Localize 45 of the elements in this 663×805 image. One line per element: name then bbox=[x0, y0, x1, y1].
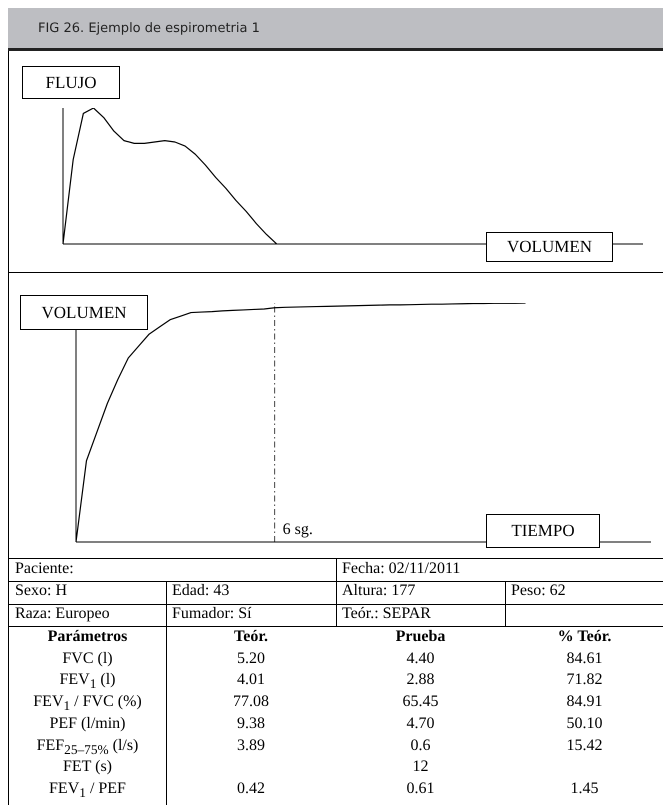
text: 50.10 bbox=[566, 714, 604, 733]
text: 12 bbox=[412, 758, 430, 776]
text: Sexo: H bbox=[15, 582, 67, 600]
text: 1.45 bbox=[570, 780, 600, 798]
text: 9.38 bbox=[236, 714, 266, 733]
text: 84.61 bbox=[566, 650, 604, 668]
text: Teór.: SEPAR bbox=[342, 604, 431, 623]
text: FET (s) bbox=[62, 758, 114, 776]
text: PEF (l/min) bbox=[48, 714, 126, 733]
text: % Teór. bbox=[556, 628, 612, 646]
text: 4.01 bbox=[236, 671, 266, 690]
text: Prueba bbox=[394, 628, 446, 646]
y-axis-title: VOLUMEN bbox=[20, 295, 148, 330]
text: Paciente: bbox=[15, 560, 74, 578]
chart-title: FIG 26. Ejemplo de espirometria 1 bbox=[8, 8, 663, 51]
text: Fumador: Sí bbox=[172, 604, 252, 623]
text: Peso: 62 bbox=[511, 582, 566, 600]
x-axis-title: TIEMPO bbox=[486, 514, 600, 548]
text: 0.6 bbox=[410, 736, 432, 754]
text: FEV$_{1}$ / PEF bbox=[48, 780, 127, 802]
text: 77.08 bbox=[232, 693, 270, 712]
text: Raza: Europeo bbox=[15, 604, 110, 623]
text: 0.61 bbox=[406, 780, 436, 798]
text: 84.91 bbox=[566, 693, 604, 712]
text: Fecha: 02/11/2011 bbox=[342, 560, 460, 578]
text: 4.70 bbox=[406, 714, 436, 733]
y-axis-title: FLUJO bbox=[22, 66, 120, 99]
text: FEV$_{1}$ / FVC (%) bbox=[32, 693, 143, 714]
annotation: 6 sg. bbox=[282, 521, 313, 538]
text: 2.88 bbox=[406, 671, 436, 690]
text: Parámetros bbox=[46, 628, 128, 646]
text: FEV$_{1}$ (l) bbox=[58, 671, 116, 693]
text: Teór. bbox=[233, 628, 269, 646]
text: 15.42 bbox=[566, 736, 604, 754]
text: 5.20 bbox=[236, 650, 266, 668]
x-axis-title: VOLUMEN bbox=[486, 232, 613, 262]
text: FEF$_{25–75%}$ (l/s) bbox=[36, 736, 140, 758]
text: 4.40 bbox=[406, 650, 436, 668]
text: FVC (l) bbox=[61, 650, 114, 668]
text: Edad: 43 bbox=[172, 582, 230, 600]
text: 65.45 bbox=[402, 693, 440, 712]
text: 0.42 bbox=[236, 780, 266, 798]
text: 3.89 bbox=[236, 736, 266, 754]
text: 71.82 bbox=[566, 671, 604, 690]
text: Altura: 177 bbox=[342, 582, 416, 600]
